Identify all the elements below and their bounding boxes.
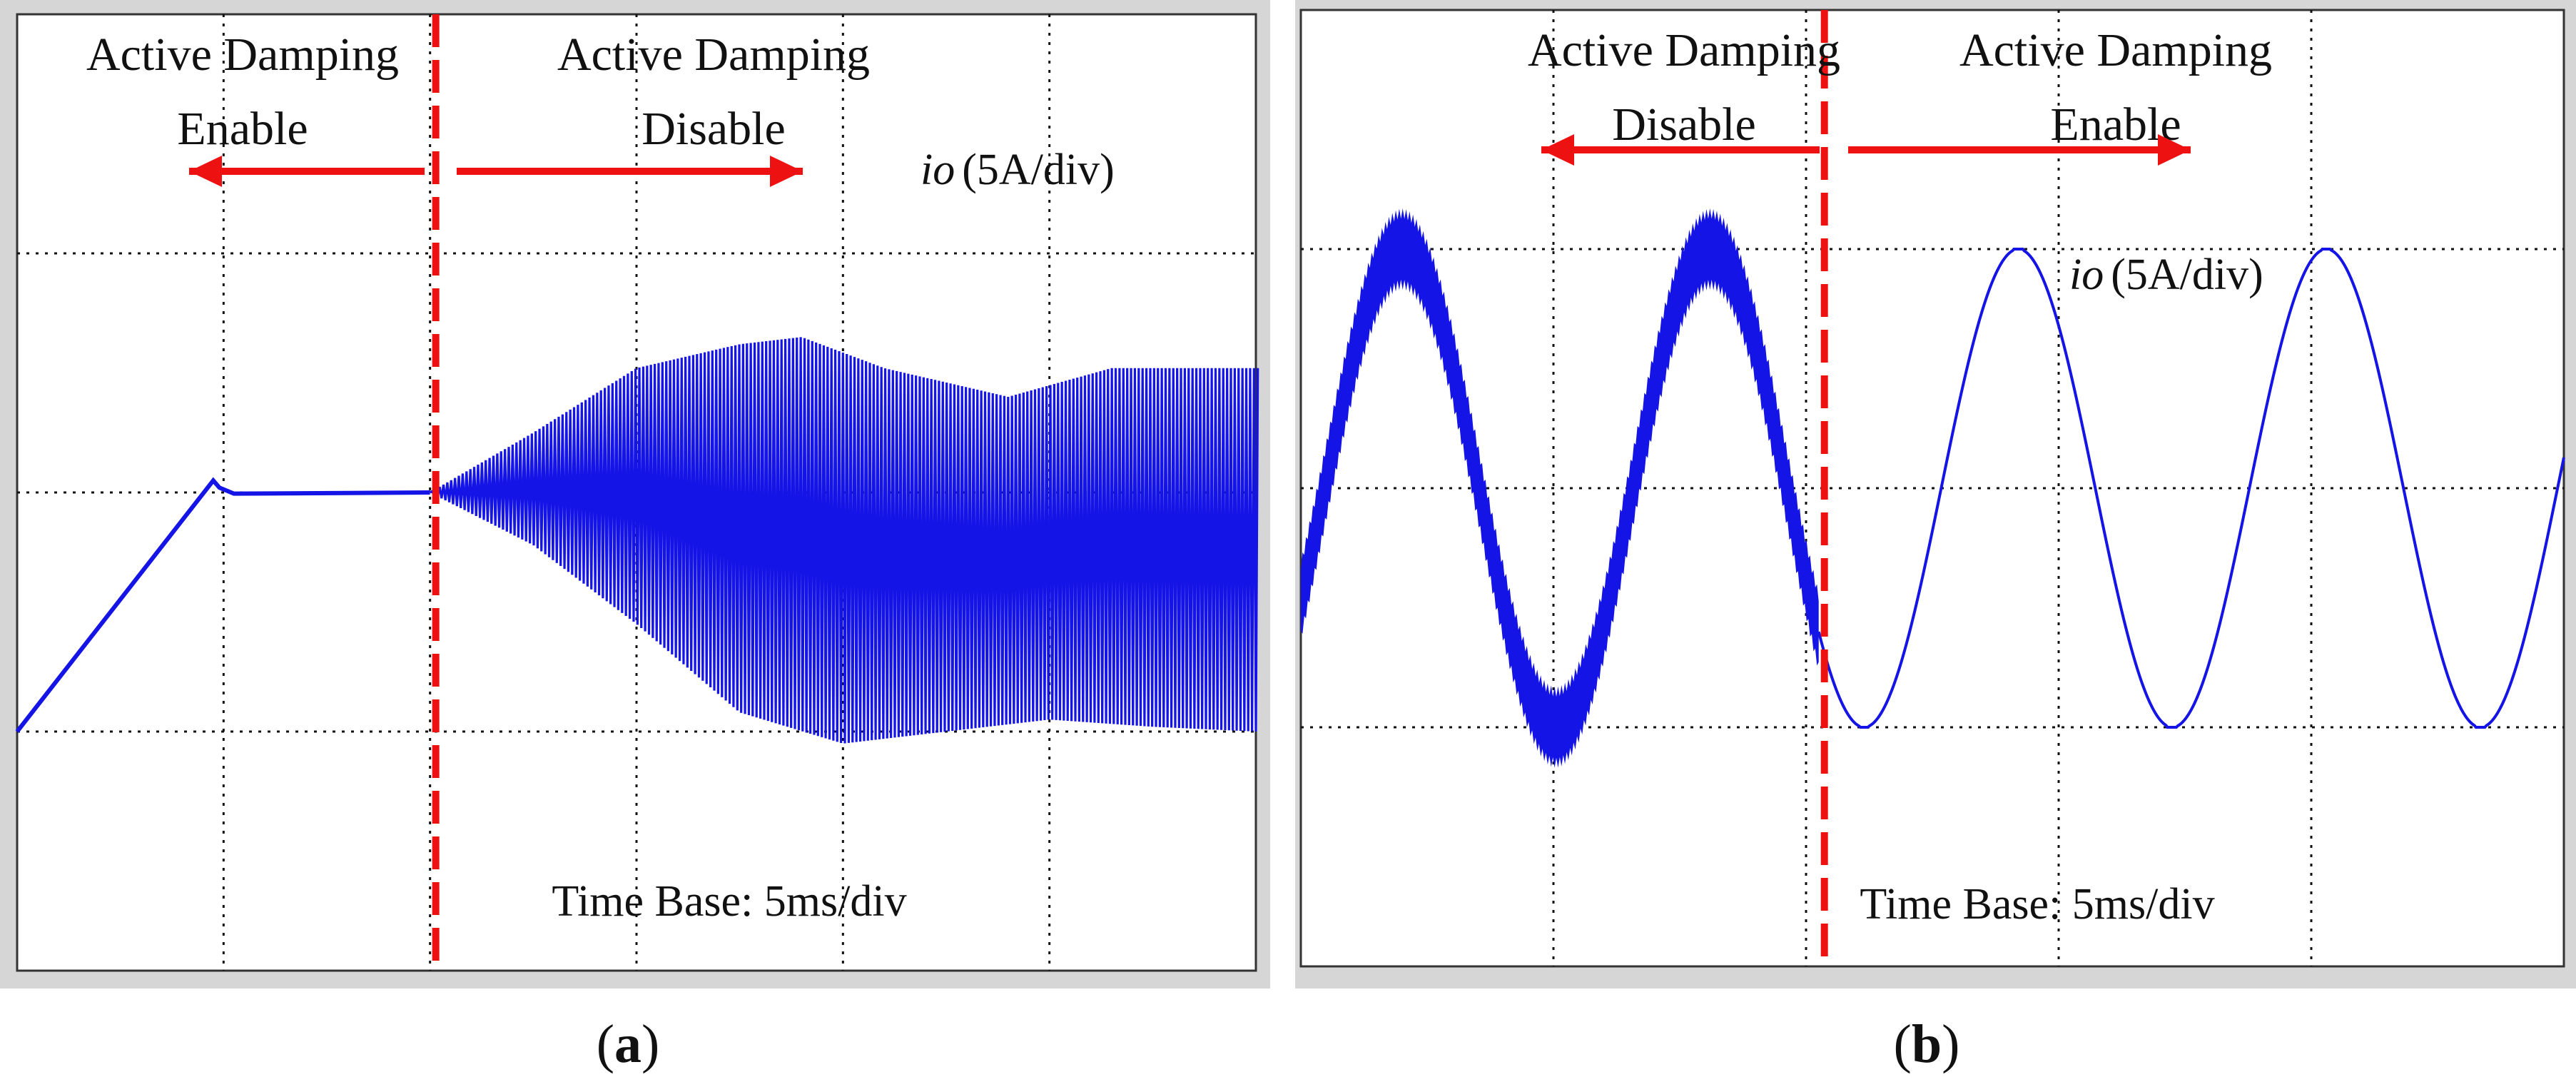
signal-label: io (5A/div) (921, 146, 1115, 194)
caption-a-letter: a (614, 1014, 642, 1074)
region-label-right: Active Damping (1959, 24, 2272, 76)
signal-scale: (5A/div) (962, 146, 1115, 194)
signal-label: io (5A/div) (2069, 251, 2263, 299)
arrow-head-left (1541, 134, 1574, 166)
trace-clean-sine (1817, 248, 2565, 729)
panel-a-chart: Active Damping Enable Active Damping Disabl… (15, 13, 1259, 972)
trace-ramp-settle (15, 477, 430, 733)
region-label-right: Active Damping (557, 29, 870, 81)
caption-b: (b) (1893, 1014, 1960, 1074)
caption-a: (a) (596, 1014, 660, 1074)
arrow-head-left (189, 156, 222, 187)
region-label-left: Disable (1612, 98, 1756, 151)
region-label-left: Active Damping (86, 29, 399, 81)
panel-a-frame: Active Damping Enable Active Damping Disabl… (0, 0, 1270, 989)
region-label-left: Enable (177, 103, 308, 155)
region-label-right: Disable (642, 103, 786, 155)
region-label-left: Active Damping (1528, 24, 1840, 76)
signal-symbol: io (921, 146, 955, 194)
time-base-label: Time Base: 5ms/div (1860, 880, 2214, 929)
arrow-head-right (770, 156, 803, 187)
signal-scale: (5A/div) (2111, 251, 2263, 299)
trace-oscillation (429, 337, 1259, 744)
arrow-head-right (2158, 134, 2191, 166)
signal-symbol: io (2069, 251, 2104, 299)
caption-b-letter: b (1911, 1014, 1942, 1074)
time-base-label: Time Base: 5ms/div (552, 877, 906, 926)
panel-b-frame: Active Damping Disable Active Damping Enabl… (1295, 0, 2576, 989)
